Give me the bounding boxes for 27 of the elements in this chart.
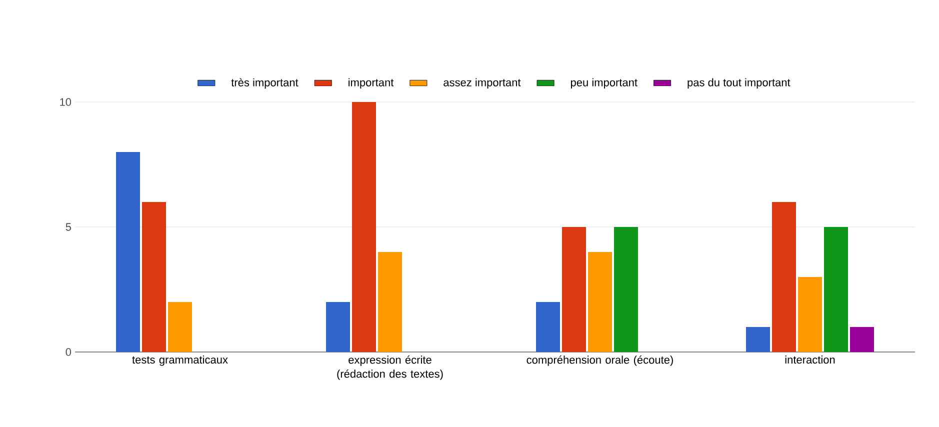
bar bbox=[850, 326, 874, 352]
legend-label: assez important bbox=[444, 78, 521, 88]
bar bbox=[116, 152, 140, 352]
bar bbox=[588, 252, 612, 352]
x-tick-label: tests grammaticaux bbox=[132, 356, 228, 366]
bar bbox=[142, 202, 166, 352]
legend-label: très important bbox=[231, 78, 298, 89]
bar bbox=[614, 226, 638, 352]
legend-label: important bbox=[348, 78, 394, 88]
bar bbox=[536, 302, 560, 352]
bar bbox=[772, 202, 796, 352]
legend-label: peu important bbox=[570, 78, 638, 88]
legend-label: pas du tout important bbox=[688, 78, 790, 88]
y-tick-label: 10 bbox=[60, 98, 72, 106]
bar bbox=[378, 252, 402, 352]
bar bbox=[798, 276, 822, 352]
bar bbox=[824, 226, 848, 352]
x-tick-label: expression écrite (rédaction des textes) bbox=[337, 356, 443, 380]
bar bbox=[326, 302, 350, 352]
x-tick-label: compréhension orale (écoute) bbox=[526, 356, 673, 366]
bar bbox=[562, 226, 586, 352]
bar bbox=[746, 326, 770, 352]
y-tick-label: 5 bbox=[66, 223, 72, 231]
x-tick-label: interaction bbox=[785, 356, 835, 364]
y-tick-label: 0 bbox=[66, 348, 72, 356]
bar bbox=[352, 102, 376, 352]
bar bbox=[168, 302, 192, 352]
